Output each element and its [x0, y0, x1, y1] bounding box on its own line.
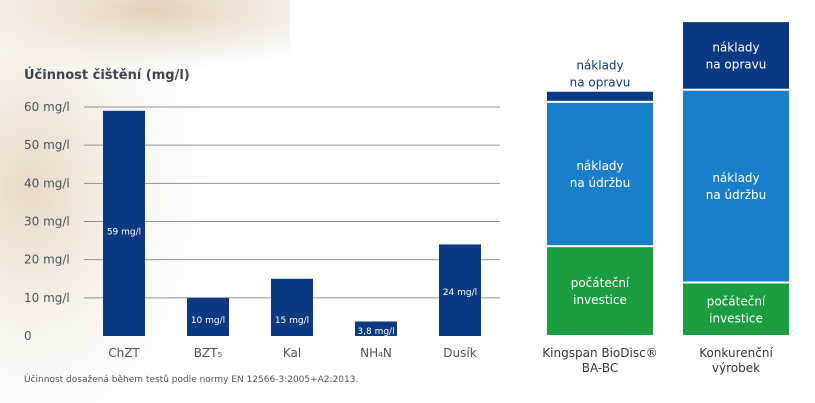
x-tick-label: Dusík: [443, 346, 476, 360]
stack-segment: [547, 102, 653, 246]
segment-label: na opravu: [706, 57, 767, 71]
x-tick-label: Kal: [283, 346, 301, 360]
left-chart-bars: 59 mg/l 10 mg/l 15 mg/l 3,8 mg/l 24 mg/l: [103, 110, 481, 337]
column-label: Kingspan BioDisc®: [542, 346, 657, 360]
column-label: Konkurenční: [699, 346, 773, 360]
segment-label: investice: [709, 311, 763, 325]
segment-label: náklady: [712, 171, 759, 185]
segment-label: počáteční: [707, 294, 766, 308]
left-chart-y-axis: 0 10 mg/l 20 mg/l 30 mg/l 40 mg/l 50 mg/l 60 m…: [24, 100, 70, 343]
segment-label: investice: [573, 293, 627, 307]
x-tick-label: BZT₅: [194, 346, 223, 360]
column-label: výrobek: [712, 361, 760, 375]
y-tick-label: 60 mg/l: [24, 100, 70, 114]
stack-segment: [683, 283, 789, 335]
segment-label: počáteční: [571, 276, 630, 290]
y-tick-label: 0: [24, 329, 32, 343]
y-tick-label: 30 mg/l: [24, 215, 70, 229]
x-tick-label: NH₄N: [360, 346, 392, 360]
right-chart-stacks: počáteční investice náklady na údržbu náklad…: [547, 22, 789, 335]
bar: [103, 110, 145, 336]
segment-label: na opravu: [570, 76, 631, 90]
bar: [271, 278, 313, 336]
stack-segment: [683, 90, 789, 282]
y-tick-label: 50 mg/l: [24, 138, 70, 152]
data-label: 3,8 mg/l: [357, 327, 394, 337]
stack-segment: [547, 247, 653, 335]
segment-label: náklady: [712, 40, 759, 54]
column-label: BA-BC: [582, 361, 618, 375]
segment-label: náklady: [576, 59, 623, 73]
stack-segment: [683, 22, 789, 89]
data-label: 10 mg/l: [191, 316, 225, 326]
footnote: Účinnost dosažená během testů podle norm…: [24, 373, 358, 385]
y-tick-label: 20 mg/l: [24, 253, 70, 267]
bar: [355, 321, 397, 336]
segment-label: náklady: [576, 159, 623, 173]
bar: [187, 297, 229, 336]
segment-label: na údržbu: [706, 188, 766, 202]
left-chart-x-axis: ChZT BZT₅ Kal NH₄N Dusík: [108, 346, 477, 360]
y-tick-label: 10 mg/l: [24, 291, 70, 305]
y-tick-label: 40 mg/l: [24, 176, 70, 190]
x-tick-label: ChZT: [108, 346, 140, 360]
segment-label: na údržbu: [570, 176, 630, 190]
bar: [439, 244, 481, 336]
data-label: 15 mg/l: [275, 316, 309, 326]
left-chart-title: Účinnost čištění (mg/l): [24, 67, 190, 83]
left-chart-grid: [84, 106, 500, 299]
stack-segment: [547, 91, 653, 101]
data-label: 24 mg/l: [443, 288, 477, 298]
data-label: 59 mg/l: [107, 228, 141, 238]
